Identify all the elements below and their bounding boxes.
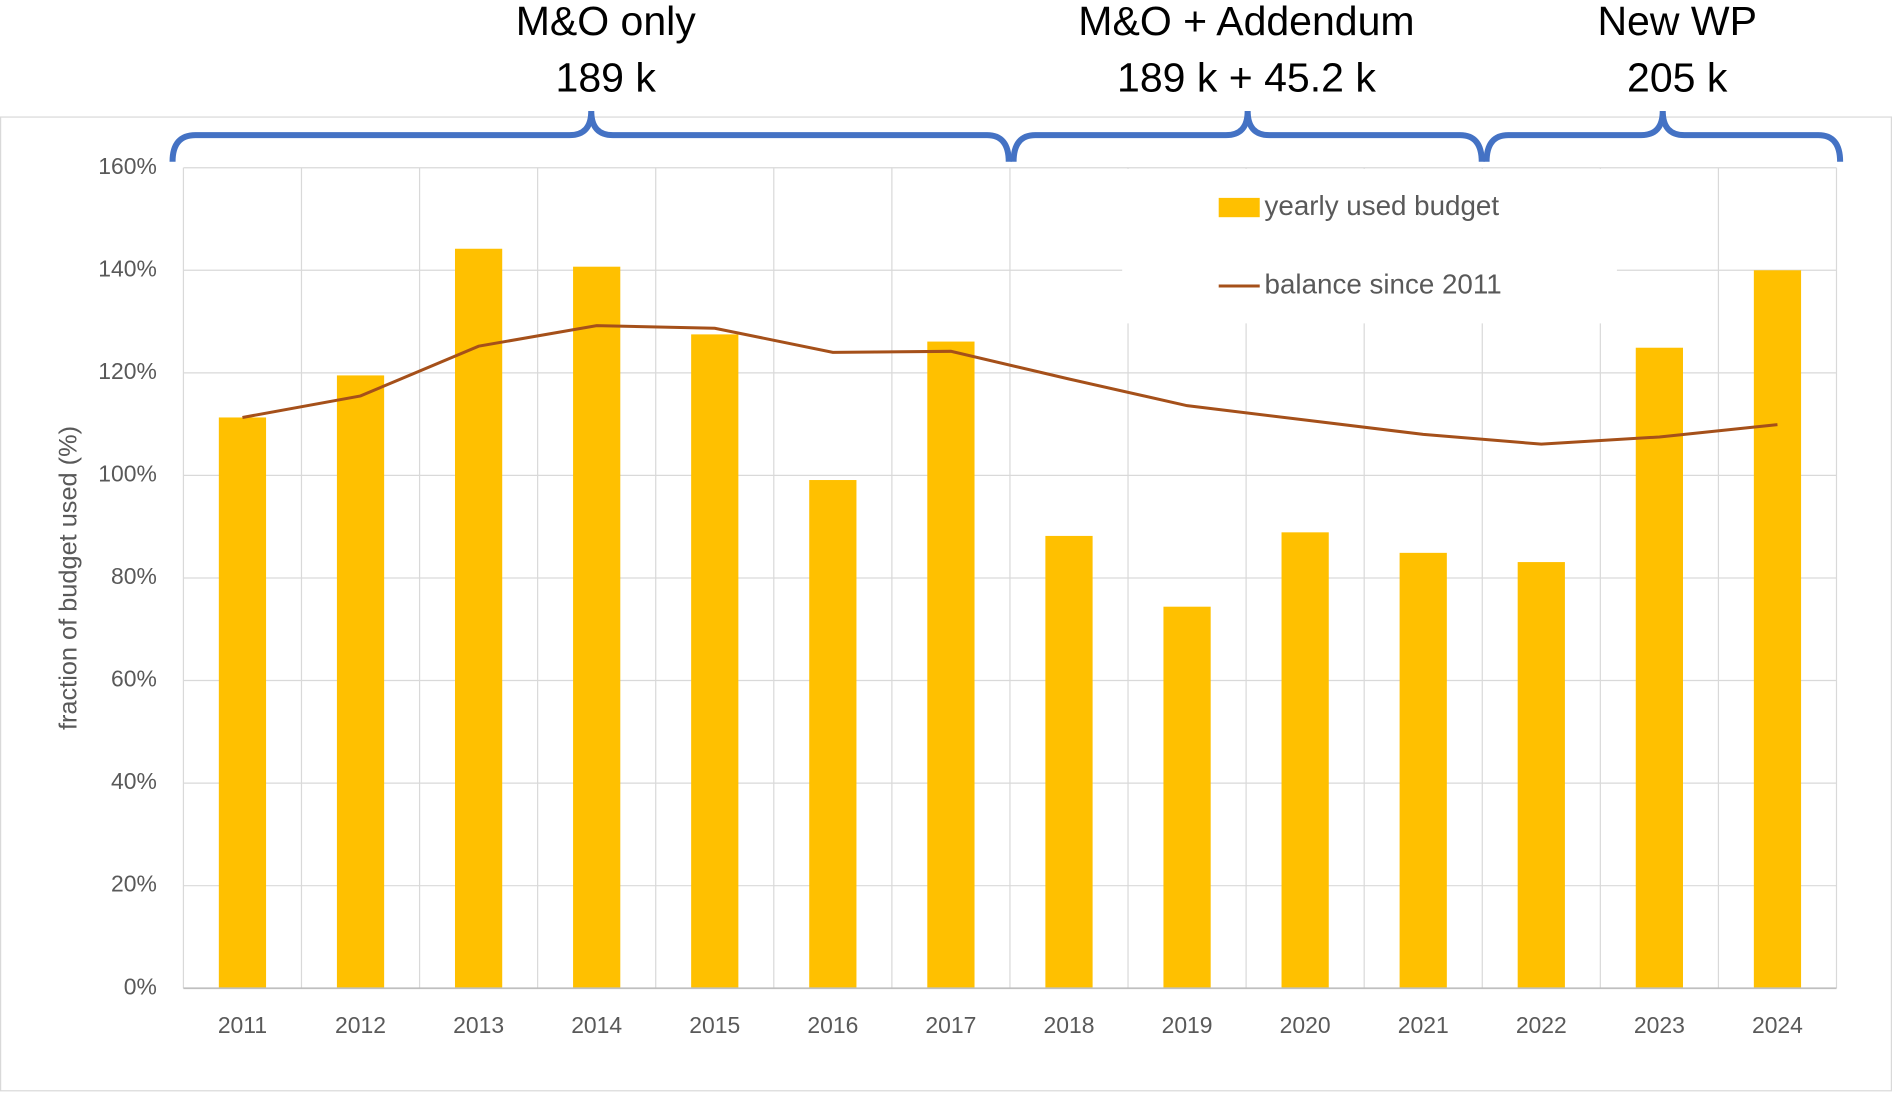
bar	[218, 417, 267, 989]
annotation: 189 k + 45.2 k	[1117, 55, 1376, 101]
marks	[218, 248, 1802, 989]
line	[242, 324, 1778, 446]
brace	[1010, 110, 1485, 162]
bar	[691, 334, 739, 989]
x-tick-label: 2012	[335, 1012, 386, 1038]
brace	[1483, 110, 1844, 162]
bar	[809, 480, 857, 989]
x-tick-label: 2015	[689, 1012, 740, 1038]
y-tick-label: 120%	[98, 358, 157, 384]
bar	[336, 375, 385, 989]
x-tick-label: 2018	[1044, 1012, 1095, 1038]
y-tick-label: 40%	[111, 768, 157, 794]
x-tick-label: 2020	[1280, 1012, 1331, 1038]
bar	[1281, 532, 1329, 989]
annotation: 205 k	[1627, 55, 1728, 101]
x-tick-label: 2024	[1752, 1012, 1803, 1038]
legend-label: balance since 2011	[1265, 268, 1502, 299]
brace	[169, 110, 1012, 162]
y-tick-label: 0%	[124, 973, 157, 999]
braces	[169, 110, 1844, 162]
y-tick-label: 140%	[98, 255, 157, 281]
bar	[1163, 606, 1211, 989]
x-tick-label: 2022	[1516, 1012, 1567, 1038]
annotation: 189 k	[556, 55, 657, 101]
annotation: M&O only	[516, 0, 697, 44]
x-tick-label: 2014	[571, 1012, 622, 1038]
bar	[1635, 347, 1683, 989]
annotation: New WP	[1597, 0, 1757, 44]
bar	[1753, 270, 1802, 989]
bar	[1517, 562, 1565, 989]
x-tick-label: 2016	[807, 1012, 858, 1038]
bar	[1399, 552, 1447, 989]
y-tick-label: 80%	[111, 563, 157, 589]
legend-label: yearly used budget	[1265, 190, 1500, 221]
y-tick-label: 60%	[111, 666, 157, 692]
y-axis-label: fraction of budget used (%)	[55, 426, 83, 730]
annotation: M&O + Addendum	[1078, 0, 1414, 44]
legend-box	[1122, 168, 1617, 324]
y-tick-label: 20%	[111, 871, 157, 897]
x-tick-label: 2023	[1634, 1012, 1685, 1038]
bar	[454, 248, 503, 989]
x-tick-label: 2011	[218, 1012, 267, 1038]
x-tick-label: 2013	[453, 1012, 504, 1038]
bar	[1045, 535, 1093, 989]
bar	[927, 341, 975, 989]
y-tick-label: 100%	[98, 460, 157, 486]
x-tick-label: 2017	[925, 1012, 976, 1038]
x-tick-label: 2019	[1162, 1012, 1213, 1038]
bar	[573, 266, 621, 989]
legend-swatch	[1218, 197, 1260, 218]
y-tick-label: 160%	[98, 153, 157, 179]
x-tick-label: 2021	[1398, 1012, 1449, 1038]
